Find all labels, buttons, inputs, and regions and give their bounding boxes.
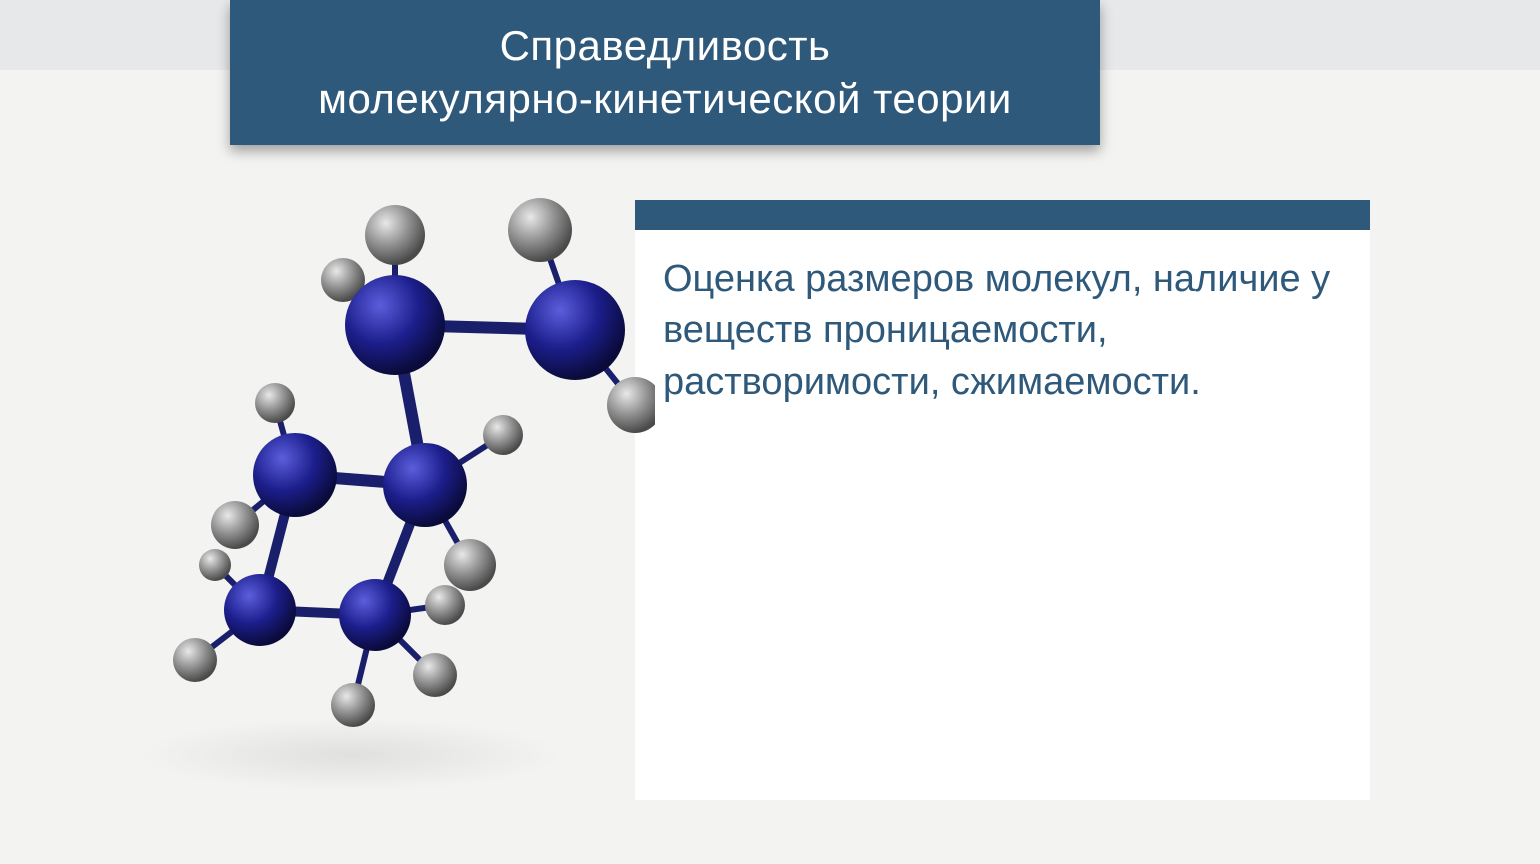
atom-small <box>444 539 496 591</box>
atom-small <box>413 653 457 697</box>
atom-small <box>199 549 231 581</box>
atom-large <box>253 433 337 517</box>
atom-large <box>383 443 467 527</box>
atom-large <box>339 579 411 651</box>
atom-small <box>211 501 259 549</box>
atom-large <box>345 275 445 375</box>
title-banner: Справедливость молекулярно-кинетической … <box>230 0 1100 145</box>
title-line-1: Справедливость <box>500 22 831 69</box>
atom-small <box>425 585 465 625</box>
content-card: Оценка размеров молекул, наличие у вещес… <box>635 230 1370 800</box>
atom-small <box>483 415 523 455</box>
molecule-atoms <box>173 198 655 727</box>
molecule-floor-shadow <box>140 719 560 791</box>
atom-small <box>173 638 217 682</box>
slide-title: Справедливость молекулярно-кинетической … <box>318 20 1012 125</box>
atom-small <box>255 383 295 423</box>
title-line-2: молекулярно-кинетической теории <box>318 75 1012 122</box>
atom-large <box>525 280 625 380</box>
atom-small <box>508 198 572 262</box>
molecule-illustration <box>95 165 655 805</box>
atom-small <box>607 377 655 433</box>
atom-small <box>365 205 425 265</box>
content-card-accent-bar <box>635 200 1370 230</box>
content-body-text: Оценка размеров молекул, наличие у вещес… <box>663 254 1340 408</box>
atom-small <box>331 683 375 727</box>
atom-large <box>224 574 296 646</box>
